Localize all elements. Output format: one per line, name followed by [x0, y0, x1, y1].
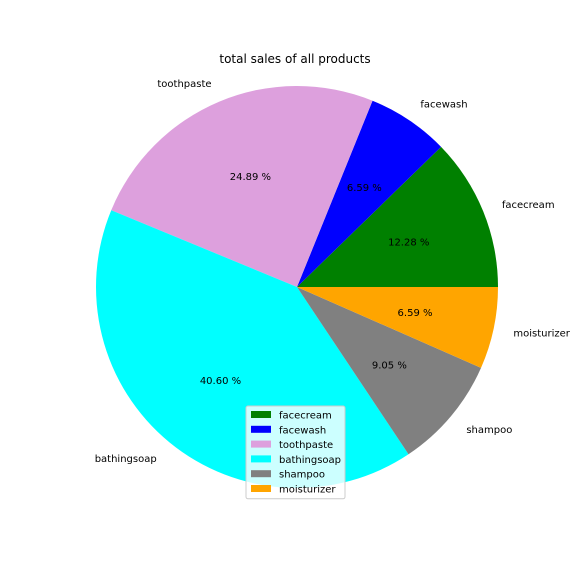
legend-swatch-facecream: [251, 411, 271, 418]
legend-label-facewash: facewash: [279, 425, 326, 436]
legend: facecream facewash toothpaste bathingsoap sh…: [245, 405, 346, 500]
percent-label-shampoo: 9.05 %: [372, 361, 407, 372]
pie-slice-facecream: [297, 146, 498, 287]
percent-label-moisturizer: 6.59 %: [398, 308, 433, 319]
slice-label-toothpaste: toothpaste: [157, 79, 211, 90]
legend-label-toothpaste: toothpaste: [279, 440, 333, 451]
legend-label-bathingsoap: bathingsoap: [279, 455, 341, 466]
percent-label-facewash: 6.59 %: [347, 183, 382, 194]
percent-label-bathingsoap: 40.60 %: [200, 376, 241, 387]
slice-label-moisturizer: moisturizer: [513, 328, 570, 339]
slice-label-bathingsoap: bathingsoap: [95, 454, 157, 465]
legend-label-shampoo: shampoo: [279, 470, 325, 481]
legend-swatch-facewash: [251, 425, 271, 433]
legend-swatch-toothpaste: [251, 440, 271, 448]
pie-slice-moisturizer: [297, 287, 498, 368]
percent-labels: 12.28 % 6.59 % 24.89 % 40.60 % 9.05 % 6.59 %: [200, 172, 433, 387]
legend-swatch-moisturizer: [251, 485, 271, 492]
slice-labels: facecream facewash toothpaste bathingsoap sh…: [95, 79, 571, 465]
chart-title: total sales of all products: [219, 52, 370, 66]
pie-slice-toothpaste: [111, 85, 373, 287]
slice-label-facewash: facewash: [420, 100, 467, 111]
legend-swatch-shampoo: [251, 470, 271, 478]
legend-label-facecream: facecream: [279, 411, 332, 422]
slice-label-shampoo: shampoo: [466, 425, 512, 436]
percent-label-facecream: 12.28 %: [388, 238, 429, 249]
legend-swatch-bathingsoap: [251, 455, 271, 463]
slice-label-facecream: facecream: [502, 200, 555, 211]
percent-label-toothpaste: 24.89 %: [230, 172, 271, 183]
legend-label-moisturizer: moisturizer: [279, 485, 336, 496]
pie-slice-shampoo: [297, 287, 482, 455]
pie-slice-facewash: [297, 100, 442, 287]
